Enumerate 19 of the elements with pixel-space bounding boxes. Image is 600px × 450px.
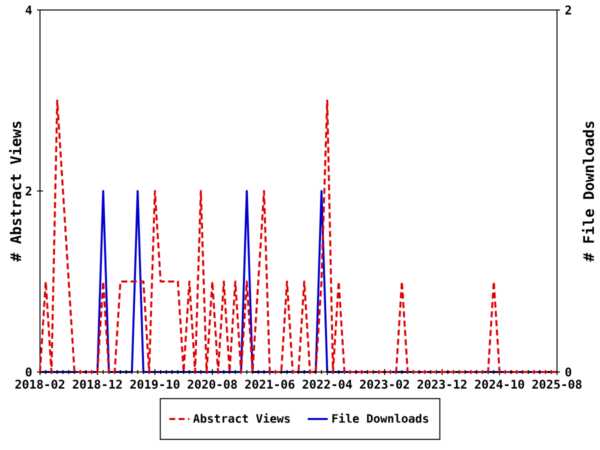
x-tick-label: 2022-04 [302,380,352,389]
y-tick-label: 2 [26,186,32,196]
x-tick-label: 2018-02 [15,380,64,389]
y2-tick-label: 2 [565,6,571,14]
x-tick-label: 2020-08 [188,380,237,389]
legend-label: Abstract Views [193,413,290,423]
x-tick-label: 2023-02 [360,380,409,389]
legend-label: File Downloads [332,413,428,423]
x-tick-label: 2023-12 [417,380,466,389]
y2-axis-title: # File Downloads [582,122,594,262]
y-tick-label: 0 [26,367,32,377]
x-tick-label: 2019-10 [130,380,180,389]
y2-tick-label: 0 [565,367,572,377]
y-axis-title: # Abstract Views [9,122,22,262]
x-tick-label: 2018-12 [72,380,122,389]
y-tick-label: 4 [26,6,32,14]
x-tick-label: 2025-08 [532,380,582,389]
x-tick-label: 2024-10 [474,380,524,389]
x-tick-label: 2021-06 [245,380,294,389]
